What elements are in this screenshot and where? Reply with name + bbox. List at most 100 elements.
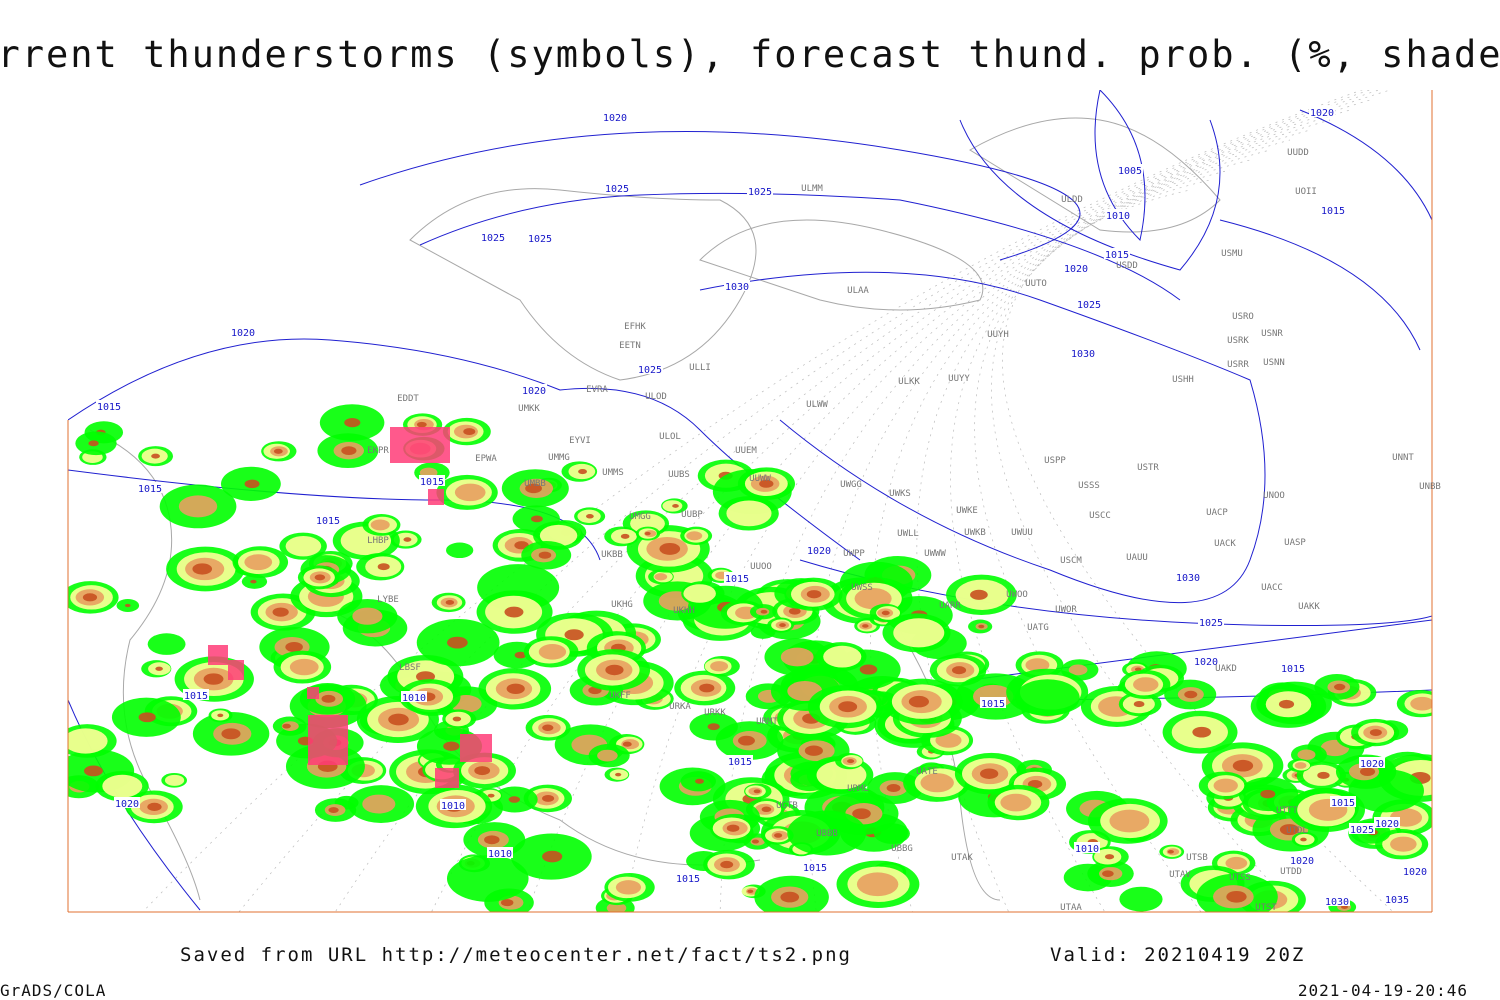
probability-shading <box>935 732 962 748</box>
label-backing <box>1330 796 1356 807</box>
label-backing <box>980 697 1006 708</box>
station-code: UARR <box>939 601 961 611</box>
probability-shading <box>774 833 783 838</box>
isobar-label: 1010 <box>488 849 512 860</box>
probability-shading <box>862 624 869 628</box>
probability-shading <box>447 636 468 649</box>
probability-shading <box>856 872 899 897</box>
probability-shading <box>852 808 871 819</box>
station-code: USMU <box>1221 249 1243 259</box>
isobar-label: 1020 <box>115 799 139 810</box>
probability-shading <box>1260 789 1276 799</box>
probability-shading <box>787 810 867 856</box>
label-backing <box>1289 854 1315 865</box>
probability-shading <box>285 536 322 557</box>
probability-shading <box>620 533 630 539</box>
station-code: UKHH <box>673 606 695 616</box>
probability-shading <box>838 701 858 713</box>
label-backing <box>1324 895 1350 906</box>
isobar-label: 1015 <box>803 863 827 874</box>
thunderstorm-symbol <box>428 489 444 505</box>
probability-shading <box>538 551 552 559</box>
probability-shading <box>615 880 642 895</box>
station-code: UTAK <box>951 853 973 863</box>
isobar-label: 1020 <box>1360 759 1384 770</box>
thunderstorm-symbol <box>460 734 492 762</box>
probability-shading <box>377 563 390 571</box>
probability-shading <box>823 645 862 668</box>
probability-shading <box>1119 886 1163 912</box>
label-backing <box>637 363 663 374</box>
coastline <box>969 117 1221 233</box>
station-code: ULWW <box>806 400 828 410</box>
station-code: UATG <box>1027 623 1049 633</box>
probability-shading <box>1410 696 1432 711</box>
label-backing <box>1374 817 1400 828</box>
isobar-label: 1025 <box>605 184 629 195</box>
probability-shading <box>1184 690 1198 699</box>
probability-shading <box>221 728 241 740</box>
probability-shading <box>738 735 755 746</box>
station-code: UKBB <box>601 550 623 560</box>
station-code: UGTB <box>776 801 798 811</box>
station-code: EYVI <box>569 436 591 446</box>
probability-shading <box>1133 701 1145 708</box>
isobar-label: 1015 <box>676 874 700 885</box>
probability-shading <box>726 500 772 527</box>
isobar <box>359 130 1081 261</box>
thunderstorm-symbol <box>308 715 348 765</box>
isobar-label: 1025 <box>1199 618 1223 629</box>
probability-shading <box>726 824 740 832</box>
probability-shading <box>659 542 681 555</box>
station-code: UUYY <box>948 374 970 384</box>
graticule <box>142 90 1363 912</box>
label-backing <box>1105 209 1131 220</box>
label-backing <box>480 231 506 242</box>
coastline <box>699 219 984 311</box>
station-code: UNNT <box>1392 453 1414 463</box>
station-code: USSS <box>1078 481 1100 491</box>
probability-shading <box>710 661 729 672</box>
probability-shading <box>1225 856 1248 870</box>
probability-shading <box>753 789 761 794</box>
probability-shading <box>760 609 768 614</box>
isobar-label: 1025 <box>1350 825 1374 836</box>
station-code: ULOL <box>659 432 681 442</box>
station-code: USRR <box>1227 360 1249 370</box>
probability-shading <box>806 590 822 599</box>
probability-shading <box>388 713 409 726</box>
isobar-label: 1025 <box>748 187 772 198</box>
probability-shading <box>1232 759 1254 772</box>
station-code: UWKS <box>889 489 911 499</box>
probability-shading <box>788 607 801 615</box>
isobar-label: 1025 <box>638 365 662 376</box>
label-backing <box>1198 616 1224 627</box>
station-code: UWKB <box>964 528 986 538</box>
label-backing <box>806 544 832 555</box>
probability-shading <box>606 902 627 912</box>
probability-shading <box>530 515 543 523</box>
station-code: USRO <box>1232 312 1254 322</box>
title: Current thunderstorms (symbols), forecas… <box>0 33 1500 76</box>
station-code: UACP <box>1206 508 1228 518</box>
station-code: UTAV <box>1169 870 1191 880</box>
probability-shading <box>88 440 99 447</box>
probability-shading <box>514 541 529 550</box>
probability-shading <box>686 531 703 541</box>
probability-shading <box>707 723 720 731</box>
probability-shading <box>282 723 291 729</box>
station-code: ULMM <box>801 184 823 194</box>
isobar-label: 1010 <box>1075 844 1099 855</box>
probability-shading <box>84 765 103 777</box>
station-code: LYBE <box>377 595 399 605</box>
probability-shading <box>654 573 668 581</box>
isobar-label: 1015 <box>97 402 121 413</box>
probability-shading <box>644 531 651 536</box>
probability-shading <box>164 774 185 786</box>
station-code: UTDL <box>1286 826 1308 836</box>
probability-shading <box>314 574 326 581</box>
probability-shading <box>178 495 218 518</box>
label-backing <box>1070 347 1096 358</box>
probability-shading <box>1359 767 1376 776</box>
isobar-label: 1010 <box>402 693 426 704</box>
